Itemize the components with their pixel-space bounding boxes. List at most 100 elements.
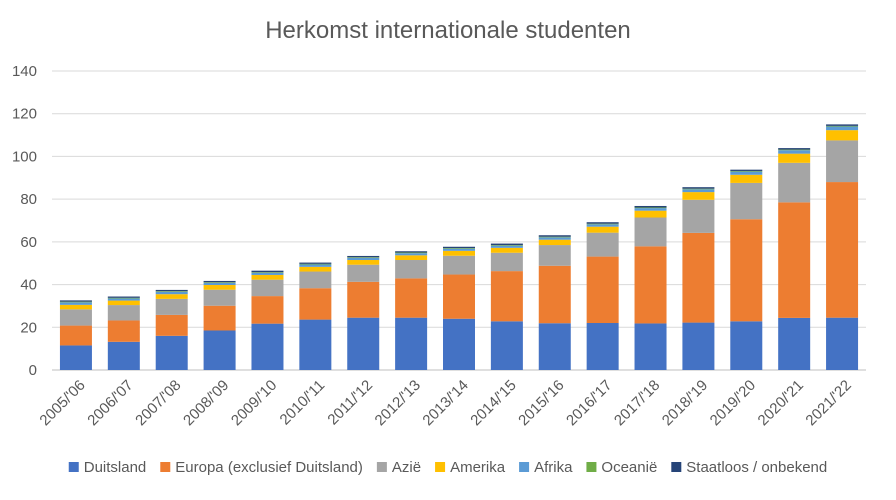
bar-segment (251, 270, 284, 273)
bar-segment (443, 248, 475, 251)
y-tick-label: 80 (20, 191, 37, 208)
y-tick-label: 100 (12, 148, 37, 165)
bar-segment (586, 224, 619, 227)
bar-segment (59, 345, 92, 370)
bar-segment (490, 245, 523, 248)
x-tick-label: 2007/'08 (132, 377, 184, 429)
legend-swatch (435, 462, 446, 472)
x-tick-label: 2010/'11 (277, 377, 329, 429)
x-tick-label: 2012/'13 (372, 377, 424, 429)
bar-segment (347, 281, 380, 318)
bar-segment (251, 274, 284, 280)
bar-segment (155, 289, 188, 292)
x-tick-label: 2014/'15 (467, 377, 519, 429)
bar-segment (778, 162, 811, 203)
bar-segment (778, 149, 811, 151)
legend-label: Azië (392, 459, 421, 476)
bar-segment (682, 188, 715, 190)
bar-segment (107, 300, 140, 306)
x-tick-label: 2017/'18 (611, 377, 663, 429)
bar-segment (155, 291, 188, 292)
bar-segment (490, 321, 523, 370)
bar-segment (586, 232, 619, 257)
bar-segment (155, 291, 188, 295)
bar-segment (443, 318, 475, 370)
bar-segment (299, 271, 332, 289)
bar-segment (203, 282, 236, 285)
bar-segment (107, 296, 140, 298)
legend-label: Amerika (450, 459, 506, 476)
bar-segment (155, 294, 188, 299)
bar-segment (443, 250, 475, 256)
y-axis: 0 20 40 60 80 100 120 140 (12, 63, 37, 379)
bar-segment (203, 280, 236, 283)
bar-segment (682, 322, 715, 370)
bar-segment (395, 253, 428, 256)
bar-segment (107, 305, 140, 321)
y-tick-label: 0 (29, 362, 37, 379)
bar-segment (395, 317, 428, 370)
bar-segment (155, 314, 188, 336)
y-tick-label: 140 (12, 63, 37, 80)
bar-segment (730, 321, 763, 370)
bar-segment (538, 236, 571, 238)
bar-segment (634, 246, 667, 324)
bar-segment (778, 153, 811, 163)
bar-segment (59, 301, 92, 303)
bar-segment (538, 239, 571, 246)
bar-segment (778, 317, 811, 370)
bar-segment (59, 325, 92, 346)
bar-segment (299, 288, 332, 320)
bar-segment (538, 265, 571, 324)
bar-segment (299, 263, 332, 265)
bar-segment (634, 210, 667, 218)
bar-segment (347, 317, 380, 370)
bar-segment (203, 285, 236, 290)
bar-segment (586, 256, 619, 324)
bar-segment (251, 279, 284, 297)
bar-segment (299, 264, 332, 267)
bar-segment (634, 207, 667, 209)
y-tick-label: 20 (20, 319, 37, 336)
legend-label: Duitsland (84, 459, 147, 476)
legend-swatch (586, 462, 597, 472)
bar-segment (730, 182, 763, 220)
bar-segment (778, 148, 811, 150)
bar-segment (826, 140, 859, 183)
bar-segment (59, 302, 92, 305)
bar-segment (107, 297, 140, 299)
x-tick-label: 2018/'19 (659, 377, 711, 429)
bar-segment (443, 246, 475, 249)
bar-segment (682, 232, 715, 323)
legend-swatch (376, 462, 387, 472)
x-tick-label: 2019/'20 (707, 377, 759, 429)
bar-segment (395, 260, 428, 279)
x-tick-label: 2009/'10 (228, 377, 280, 429)
bar-segment (730, 219, 763, 322)
bar-segment (538, 245, 571, 266)
bar-segment (730, 170, 763, 172)
bar-segment (682, 187, 715, 189)
bar-segment (155, 335, 188, 370)
x-tick-label: 2013/'14 (419, 377, 471, 429)
bar-segment (682, 192, 715, 200)
legend-label: Europa (exclusief Duitsland) (175, 459, 363, 476)
bar-segment (634, 217, 667, 247)
bar-segment (538, 237, 571, 240)
bar-segment (203, 289, 236, 306)
bar-segment (586, 323, 619, 370)
x-tick-label: 2015/'16 (515, 377, 567, 429)
bar-segment (826, 124, 859, 126)
bar-segment (155, 298, 188, 315)
bar-segment (490, 271, 523, 322)
bar-segment (251, 272, 284, 273)
bar-segment (395, 255, 428, 261)
bar-segment (586, 226, 619, 233)
bar-segment (251, 296, 284, 324)
legend-swatch (68, 462, 79, 472)
bar-segment (826, 125, 859, 127)
bars (59, 124, 859, 370)
bar-segment (538, 235, 571, 237)
bar-segment (586, 223, 619, 225)
